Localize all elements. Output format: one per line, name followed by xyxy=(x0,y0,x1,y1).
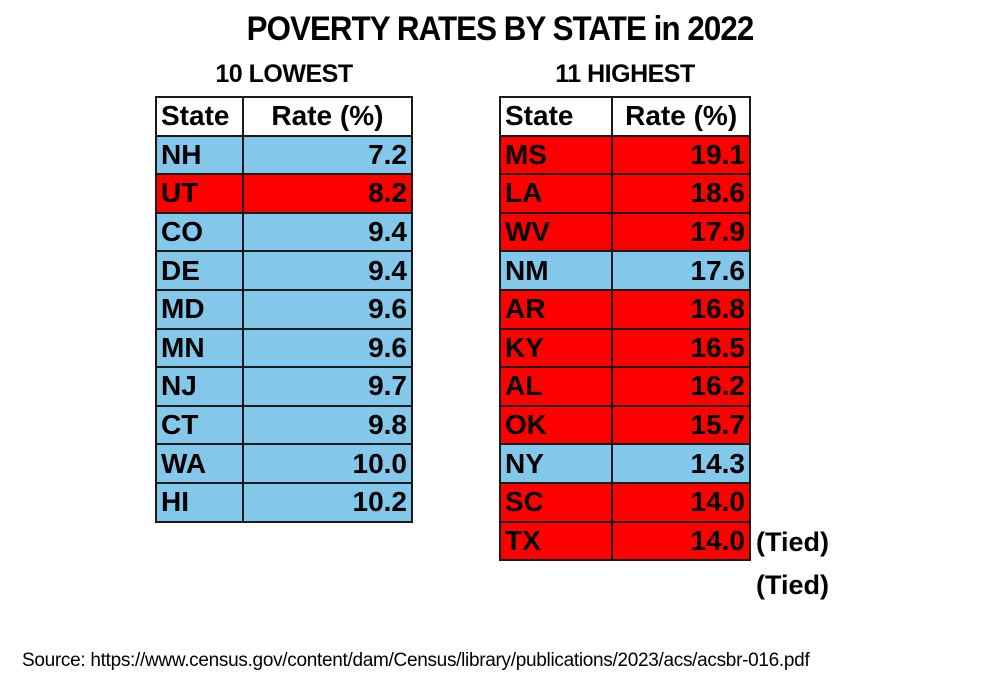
state-cell: AL xyxy=(498,366,614,407)
table-row: SC 14.0 xyxy=(498,481,751,523)
table-row: OK 15.7 xyxy=(498,404,751,446)
table-row: AR 16.8 xyxy=(498,288,751,330)
rate-cell: 18.6 xyxy=(611,173,751,214)
state-cell: MS xyxy=(498,134,614,176)
state-cell: LA xyxy=(498,173,614,214)
state-cell: KY xyxy=(498,327,614,369)
state-cell: WV xyxy=(498,211,614,253)
lowest-rates-table: State Rate (%) NH 7.2 UT 8.2 CO 9.4 DE 9.4 MD 9.6… xyxy=(155,96,414,523)
state-cell: NY xyxy=(498,443,614,484)
table-row: DE 9.4 xyxy=(155,250,414,291)
table-row: CO 9.4 xyxy=(155,211,414,253)
table-row: NH 7.2 xyxy=(155,134,414,176)
table-header-row: State Rate (%) xyxy=(155,96,414,137)
rate-cell: 10.2 xyxy=(241,481,414,523)
table-row: TX 14.0 xyxy=(498,520,751,562)
rate-cell: 9.7 xyxy=(241,366,414,407)
lowest-table-title: 10 LOWEST xyxy=(215,60,353,88)
rate-cell: 17.9 xyxy=(611,211,751,253)
state-cell: TX xyxy=(498,520,614,562)
rate-cell: 9.6 xyxy=(241,327,414,369)
table-row: NJ 9.7 xyxy=(155,366,414,407)
state-cell: NJ xyxy=(155,366,244,407)
state-cell: UT xyxy=(155,173,244,214)
rate-cell: 16.2 xyxy=(611,366,751,407)
rate-cell: 8.2 xyxy=(241,173,414,214)
state-cell: AR xyxy=(498,288,614,330)
rate-cell: 16.8 xyxy=(611,288,751,330)
state-cell: DE xyxy=(155,250,244,291)
rate-cell: 9.4 xyxy=(241,211,414,253)
rate-cell: 7.2 xyxy=(241,134,414,176)
state-cell: HI xyxy=(155,481,244,523)
table-row: NM 17.6 xyxy=(498,250,751,291)
rate-cell: 14.3 xyxy=(611,443,751,484)
table-row: WV 17.9 xyxy=(498,211,751,253)
rate-cell: 16.5 xyxy=(611,327,751,369)
state-column-header: State xyxy=(155,96,244,137)
rate-cell: 19.1 xyxy=(611,134,751,176)
state-cell: OK xyxy=(498,404,614,446)
state-cell: WA xyxy=(155,443,244,484)
tie-note: (Tied) xyxy=(756,527,829,557)
table-header-row: State Rate (%) xyxy=(498,96,751,137)
rate-cell: 14.0 xyxy=(611,481,751,523)
tie-note: (Tied) xyxy=(756,569,829,600)
table-row: WA 10.0 xyxy=(155,443,414,484)
state-cell: MD xyxy=(155,288,244,330)
table-row: MS 19.1 xyxy=(498,134,751,176)
state-cell: CT xyxy=(155,404,244,446)
state-cell: MN xyxy=(155,327,244,369)
rate-cell: 9.6 xyxy=(241,288,414,330)
state-cell: SC xyxy=(498,481,614,523)
table-row: LA 18.6 xyxy=(498,173,751,214)
table-row: AL 16.2 xyxy=(498,366,751,407)
rate-column-header: Rate (%) xyxy=(241,96,414,137)
rate-cell: 14.0 xyxy=(611,520,751,562)
rate-cell: 15.7 xyxy=(611,404,751,446)
table-row: NY 14.3 xyxy=(498,443,751,484)
highest-table-title: 11 HIGHEST xyxy=(555,60,695,88)
table-row: CT 9.8 xyxy=(155,404,414,446)
rate-column-header: Rate (%) xyxy=(611,96,751,137)
state-cell: NM xyxy=(498,250,614,291)
table-row: KY 16.5 xyxy=(498,327,751,369)
table-row: HI 10.2 xyxy=(155,481,414,523)
state-column-header: State xyxy=(498,96,614,137)
table-row: MD 9.6 xyxy=(155,288,414,330)
state-cell: NH xyxy=(155,134,244,176)
source-citation: Source: https://www.census.gov/content/d… xyxy=(22,650,810,671)
rate-cell: 10.0 xyxy=(241,443,414,484)
highest-rates-table: State Rate (%) MS 19.1 LA 18.6 WV 17.9 NM 17.6 A… xyxy=(498,96,751,562)
rate-cell: 9.8 xyxy=(241,404,414,446)
rate-cell: 9.4 xyxy=(241,250,414,291)
table-row: UT 8.2 xyxy=(155,173,414,214)
chart-title: POVERTY RATES BY STATE in 2022 xyxy=(246,10,755,48)
rate-cell: 17.6 xyxy=(611,250,751,291)
table-row: MN 9.6 xyxy=(155,327,414,369)
state-cell: CO xyxy=(155,211,244,253)
